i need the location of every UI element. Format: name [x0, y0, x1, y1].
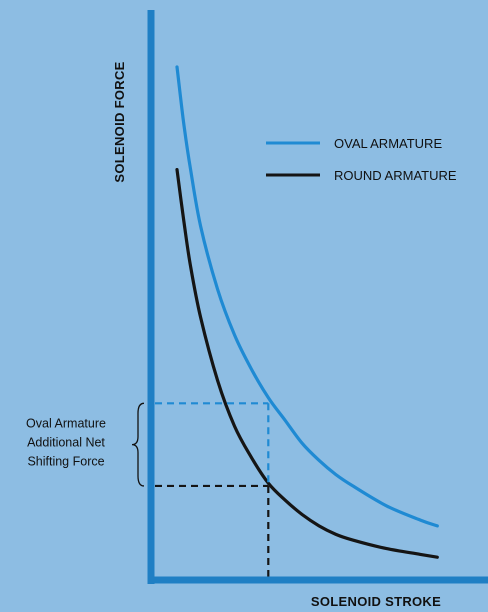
series-line-round-armature: [175, 168, 439, 559]
force-difference-annotation: Oval Armature Additional Net Shifting Fo…: [26, 402, 145, 487]
annotation-line-1: Oval Armature: [26, 417, 106, 431]
legend-label-round-armature: ROUND ARMATURE: [334, 168, 457, 183]
x-axis-title: SOLENOID STROKE: [311, 594, 441, 609]
annotation-line-2: Additional Net: [27, 436, 105, 450]
series-line-oval-armature: [175, 65, 439, 528]
series-layer: [175, 65, 439, 559]
legend-label-oval-armature: OVAL ARMATURE: [334, 136, 442, 151]
annotation-brace: [131, 402, 145, 487]
y-axis-title: SOLENOID FORCE: [112, 61, 127, 182]
legend: OVAL ARMATURE ROUND ARMATURE: [266, 136, 457, 183]
reference-lines-layer: [155, 402, 270, 577]
annotation-line-3: Shifting Force: [27, 455, 104, 469]
